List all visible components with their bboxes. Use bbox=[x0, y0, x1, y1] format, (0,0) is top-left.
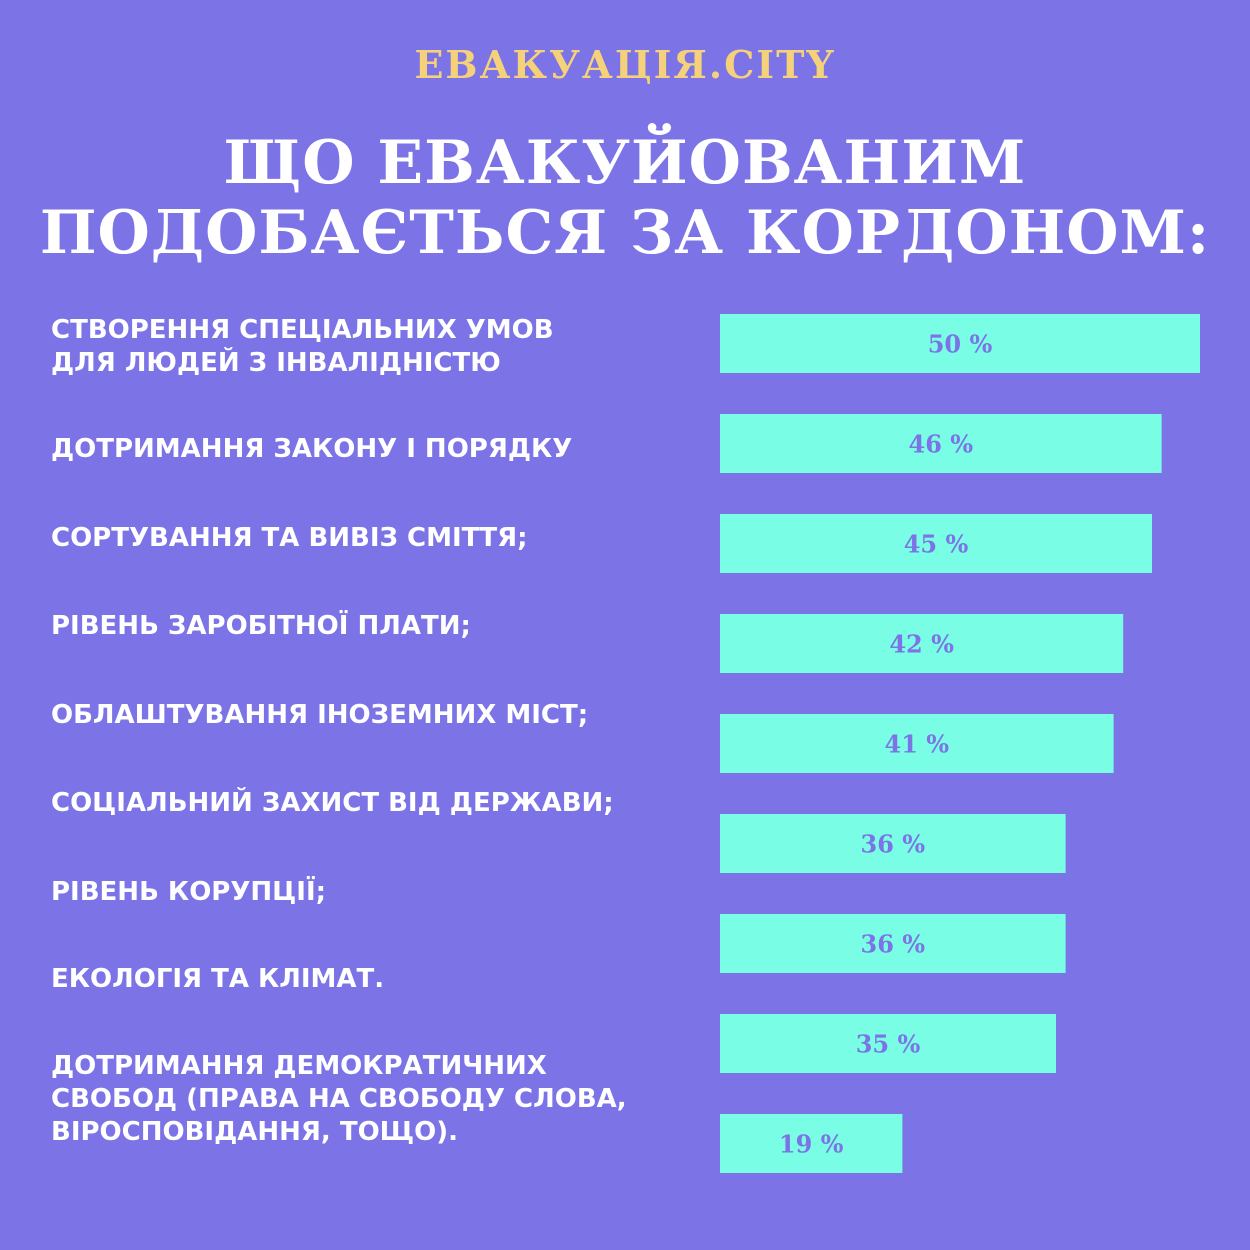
page-title: ЩО ЕВАКУЙОВАНИМ ПОДОБАЄТЬСЯ ЗА КОРДОНОМ: bbox=[0, 128, 1250, 268]
category-label: РІВЕНЬ КОРУПЦІЇ; bbox=[51, 877, 327, 907]
category-label: ЕКОЛОГІЯ ТА КЛІМАТ. bbox=[51, 964, 385, 994]
brand-logo: ЕВАКУАЦІЯ.CITY bbox=[414, 42, 836, 87]
bar-value-label: 19 % bbox=[779, 1130, 844, 1159]
bar-value-label: 36 % bbox=[861, 930, 926, 959]
category-label: СОЦІАЛЬНИЙ ЗАХИСТ ВІД ДЕРЖАВИ; bbox=[51, 788, 614, 818]
category-label: ДОТРИМАННЯ ДЕМОКРАТИЧНИХ СВОБОД (ПРАВА Н… bbox=[51, 1051, 627, 1147]
bar-value-label: 45 % bbox=[904, 530, 969, 559]
category-labels: СТВОРЕННЯ СПЕЦІАЛЬНИХ УМОВ ДЛЯ ЛЮДЕЙ З І… bbox=[51, 315, 627, 1147]
title-line-1: ЩО ЕВАКУЙОВАНИМ bbox=[223, 128, 1027, 198]
bar bbox=[720, 1014, 1056, 1073]
bar-value-label: 50 % bbox=[928, 330, 993, 359]
title-line-2: ПОДОБАЄТЬСЯ ЗА КОРДОНОМ: bbox=[39, 198, 1211, 268]
category-label: ДОТРИМАННЯ ЗАКОНУ І ПОРЯДКУ bbox=[51, 434, 573, 464]
bar bbox=[720, 914, 1066, 973]
category-label: СТВОРЕННЯ СПЕЦІАЛЬНИХ УМОВ ДЛЯ ЛЮДЕЙ З І… bbox=[51, 315, 554, 378]
category-label: ОБЛАШТУВАННЯ ІНОЗЕМНИХ МІСТ; bbox=[51, 700, 589, 730]
bar-value-label: 46 % bbox=[909, 430, 974, 459]
bar bbox=[720, 314, 1200, 373]
bar-value-label: 35 % bbox=[856, 1030, 921, 1059]
bar-value-label: 41 % bbox=[885, 730, 950, 759]
bar bbox=[720, 614, 1124, 673]
bar-value-label: 36 % bbox=[861, 830, 926, 859]
bar bbox=[720, 1114, 903, 1173]
bar-value-label: 42 % bbox=[889, 630, 954, 659]
bar bbox=[720, 814, 1066, 873]
bar bbox=[720, 414, 1162, 473]
category-label: СОРТУВАННЯ ТА ВИВІЗ СМІТТЯ; bbox=[51, 523, 528, 553]
category-label: РІВЕНЬ ЗАРОБІТНОЇ ПЛАТИ; bbox=[51, 611, 471, 641]
bar bbox=[720, 714, 1114, 773]
bar bbox=[720, 514, 1152, 573]
